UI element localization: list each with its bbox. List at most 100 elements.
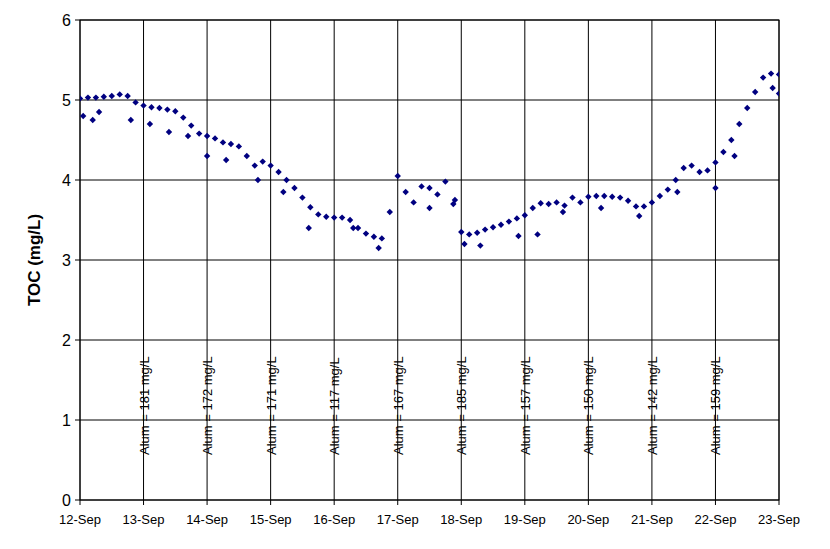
data-point	[704, 167, 710, 173]
data-point	[696, 169, 702, 175]
data-point	[609, 194, 615, 200]
x-tick-label: 22-Sep	[694, 512, 736, 527]
data-point	[185, 133, 191, 139]
data-point	[220, 139, 226, 145]
data-point	[474, 230, 480, 236]
annotation: Alum = 171 mg/L	[264, 356, 279, 455]
y-tick-label: 3	[62, 252, 71, 269]
data-point	[124, 93, 130, 99]
data-point	[534, 231, 540, 237]
data-point	[482, 226, 488, 232]
x-tick	[207, 500, 208, 505]
x-tick-label: 23-Sep	[758, 512, 800, 527]
data-point	[665, 186, 671, 192]
annotation: Alum = 157 mg/L	[518, 356, 533, 455]
y-tick	[75, 260, 80, 261]
data-point	[598, 205, 604, 211]
y-tick	[75, 340, 80, 341]
data-point	[466, 231, 472, 237]
data-point	[649, 199, 655, 205]
y-grid-line	[80, 420, 779, 421]
data-point	[776, 90, 779, 96]
data-point	[109, 93, 115, 99]
x-tick-label: 12-Sep	[59, 512, 101, 527]
data-point	[752, 89, 758, 95]
data-point	[418, 183, 424, 189]
y-tick	[75, 20, 80, 21]
data-point	[728, 137, 734, 143]
x-tick-label: 14-Sep	[186, 512, 228, 527]
y-tick	[75, 180, 80, 181]
x-tick	[80, 500, 81, 505]
x-tick-label: 19-Sep	[504, 512, 546, 527]
plot-frame	[80, 20, 779, 500]
annotation: Alum = 172 mg/L	[200, 356, 215, 455]
data-point	[538, 200, 544, 206]
data-point	[776, 71, 779, 77]
data-point	[204, 153, 210, 159]
data-point	[593, 193, 599, 199]
data-point	[561, 202, 567, 208]
data-point	[712, 185, 718, 191]
data-point	[291, 185, 297, 191]
data-point	[490, 224, 496, 230]
data-point	[560, 209, 566, 215]
data-point	[132, 99, 138, 105]
x-tick	[143, 500, 144, 505]
x-tick	[588, 500, 589, 505]
data-point	[769, 85, 775, 91]
data-point	[307, 204, 313, 210]
data-point	[228, 141, 234, 147]
data-point	[93, 94, 99, 100]
data-point	[299, 194, 305, 200]
data-point	[452, 197, 458, 203]
x-tick	[334, 500, 335, 505]
y-grid-line	[80, 340, 779, 341]
data-point	[625, 198, 631, 204]
annotation: Alum = 117 mg/L	[327, 357, 342, 455]
data-point	[461, 241, 467, 247]
data-point	[212, 135, 218, 141]
data-point	[641, 203, 647, 209]
data-point	[147, 121, 153, 127]
data-point	[760, 74, 766, 80]
x-tick	[715, 500, 716, 505]
data-point	[101, 94, 107, 100]
y-tick-label: 1	[62, 412, 71, 429]
data-point	[172, 108, 178, 114]
data-point	[244, 153, 250, 159]
data-point	[395, 173, 401, 179]
data-point	[375, 245, 381, 251]
data-point	[410, 199, 416, 205]
data-point	[515, 233, 521, 239]
data-point	[657, 193, 663, 199]
x-tick-label: 21-Sep	[631, 512, 673, 527]
data-point	[128, 117, 134, 123]
data-point	[280, 189, 286, 195]
data-point	[477, 242, 483, 248]
data-point	[223, 157, 229, 163]
x-tick-label: 15-Sep	[250, 512, 292, 527]
annotation: Alum = 142 mg/L	[645, 356, 660, 455]
x-tick-label: 20-Sep	[567, 512, 609, 527]
data-point	[315, 211, 321, 217]
data-point	[712, 159, 718, 165]
x-tick	[461, 500, 462, 505]
data-point	[768, 70, 774, 76]
data-point	[140, 102, 146, 108]
data-point	[180, 114, 186, 120]
x-tick-label: 18-Sep	[440, 512, 482, 527]
x-tick-label: 16-Sep	[313, 512, 355, 527]
data-point	[402, 189, 408, 195]
data-point	[522, 212, 528, 218]
data-point	[166, 129, 172, 135]
data-point	[736, 121, 742, 127]
data-point	[339, 214, 345, 220]
chart: 012345612-Sep13-Sep14-Sep15-Sep16-Sep17-…	[0, 0, 830, 549]
annotation: Alum = 159 mg/L	[708, 356, 723, 455]
data-point	[426, 205, 432, 211]
data-point	[252, 162, 258, 168]
data-point	[363, 230, 369, 236]
data-point	[204, 133, 210, 139]
data-point	[196, 130, 202, 136]
